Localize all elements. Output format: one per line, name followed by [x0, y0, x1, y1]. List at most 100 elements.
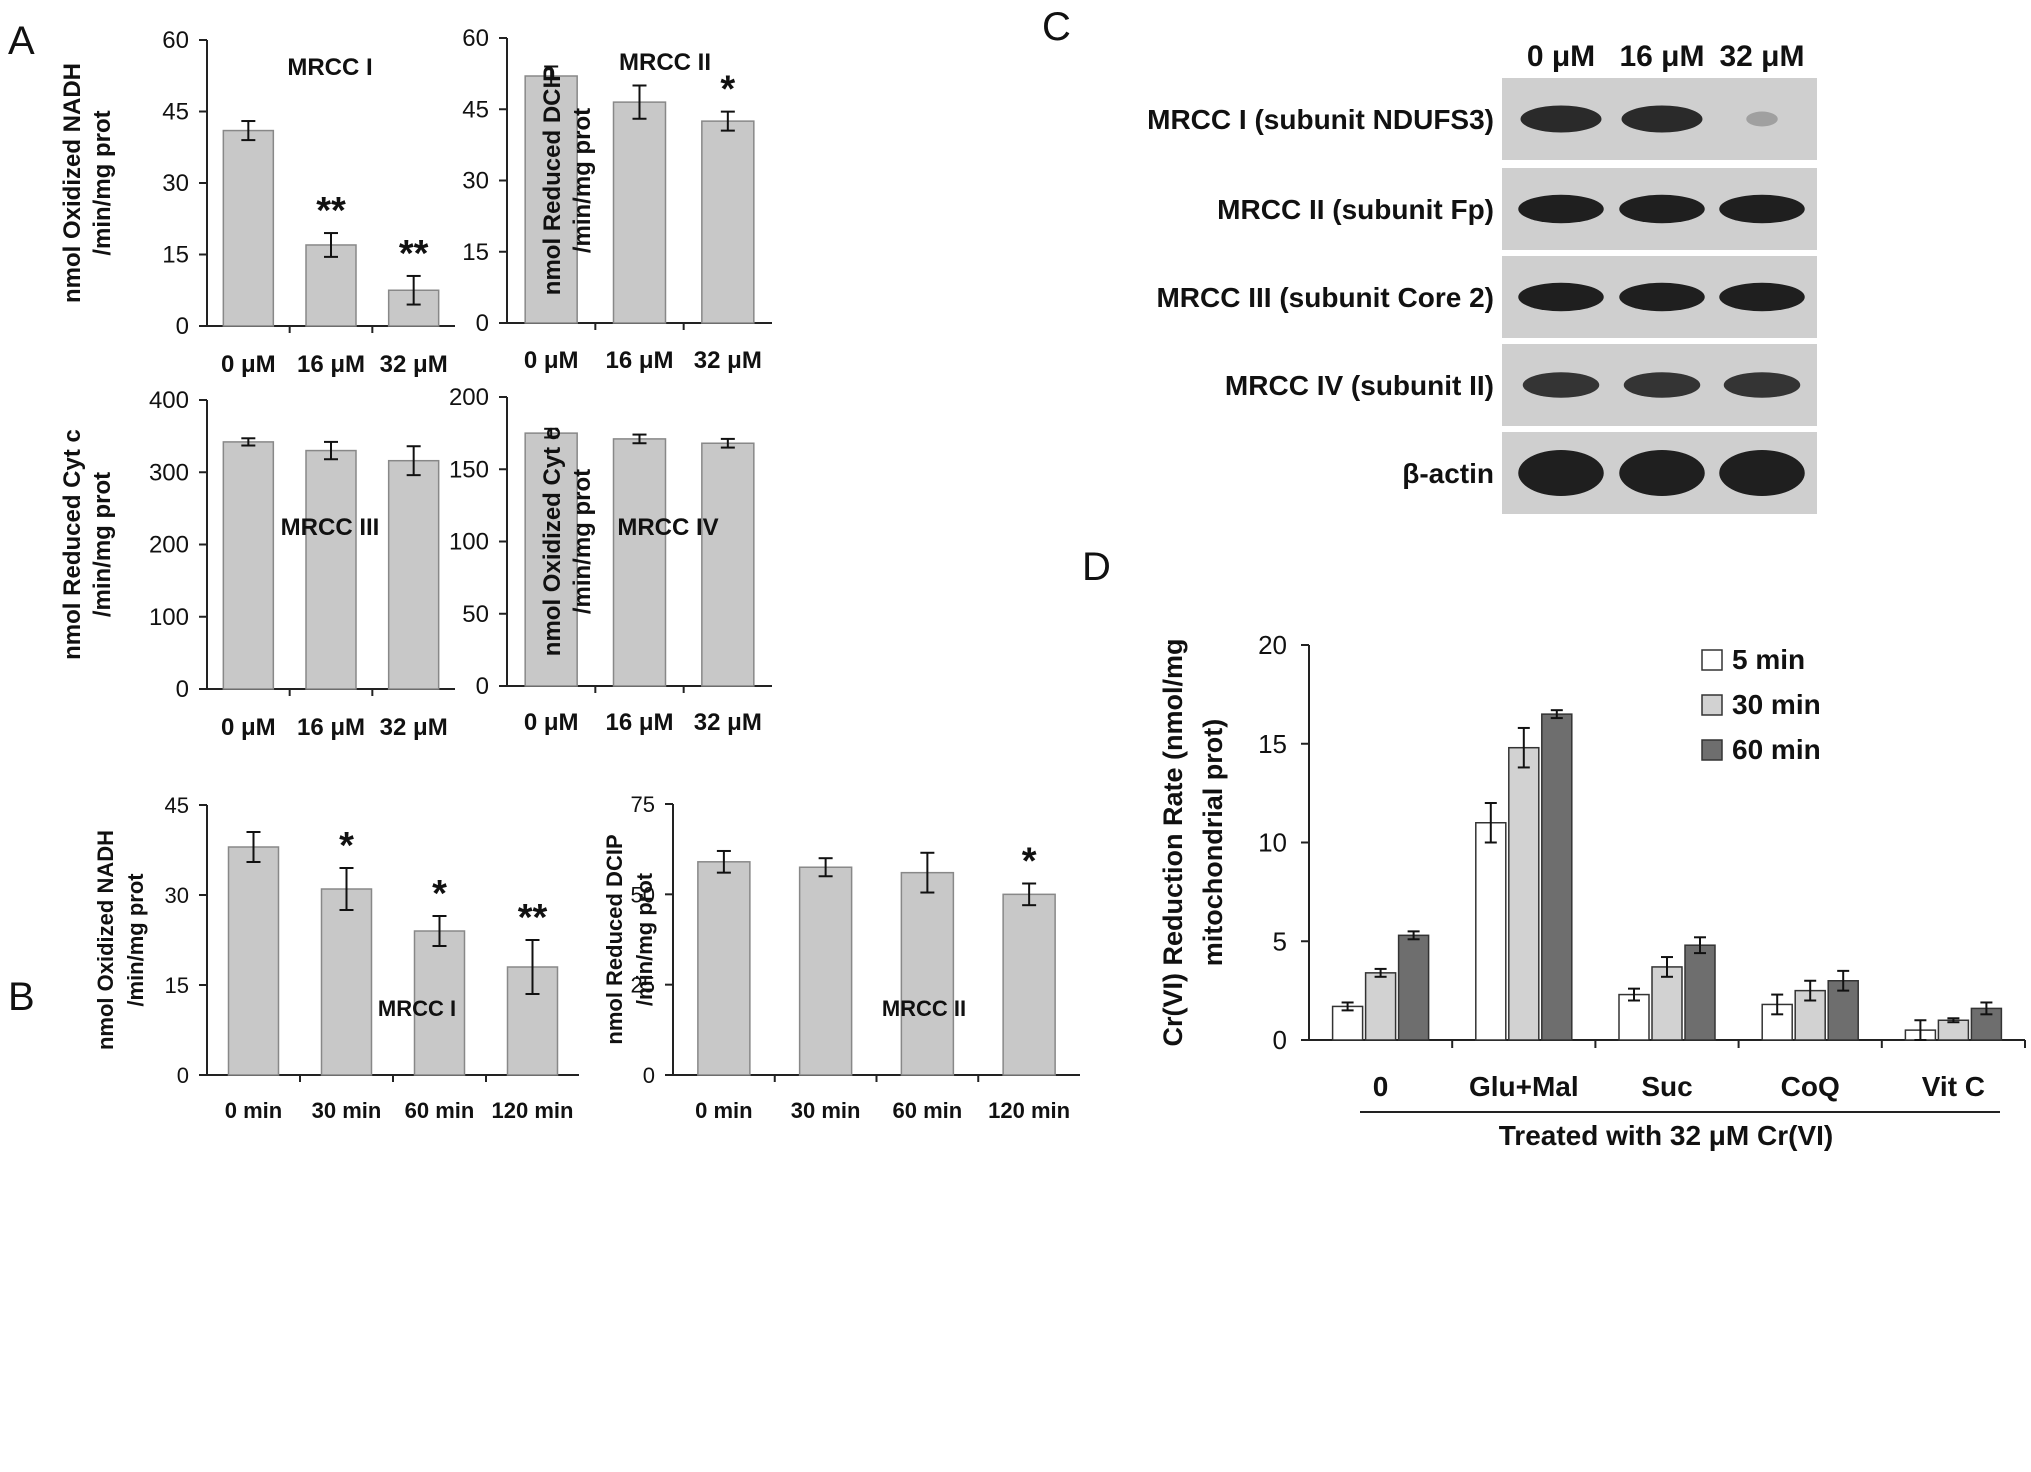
y-axis-label: nmol Oxidized Cyt c [539, 427, 566, 656]
y-tick-label: 20 [1258, 630, 1287, 660]
chart-a-mrcc-ii: 0 15 30 45 60 0 μM 16 μM * 32 μM MRCC II nmol Redu… [462, 25, 772, 374]
y-tick-label: 50 [631, 882, 655, 907]
y-tick-label: 100 [149, 604, 189, 631]
x-tick-label: 0 μM [524, 347, 579, 374]
x-tick-label: 60 min [405, 1098, 475, 1123]
blot-row-label: MRCC III (subunit Core 2) [1156, 282, 1494, 313]
legend-label: 30 min [1732, 689, 1821, 720]
chart-title: MRCC III [281, 514, 380, 541]
bar-60-min [1541, 713, 1573, 1041]
bar [227, 846, 280, 1076]
western-blot-panel: 0 μM 16 μM 32 μM MRCC I (subunit NDUFS3) MRC… [1147, 40, 1817, 514]
protein-band [1719, 282, 1805, 312]
panel-label-c: C [1042, 5, 1071, 49]
significance-marker: ** [399, 233, 429, 275]
protein-band [1619, 194, 1705, 224]
protein-band [1518, 450, 1604, 496]
protein-band [1619, 282, 1705, 312]
y-tick-label: 0 [476, 310, 489, 337]
bar-30-min [1508, 746, 1540, 1041]
bar [305, 244, 357, 327]
bar [612, 438, 667, 687]
bar [701, 442, 755, 687]
chart-a-mrcc-iii: 0 100 200 300 400 0 μM 16 μM 32 μM MRCC III nmol … [59, 387, 455, 741]
x-tick-label: 32 μM [694, 347, 762, 374]
y-axis-label: mitochondrial prot) [1198, 719, 1228, 966]
x-tick-label: 16 μM [605, 709, 673, 736]
x-tick-label: 0 min [695, 1098, 752, 1123]
y-tick-label: 400 [149, 387, 189, 414]
bar-30-min [1651, 966, 1683, 1041]
protein-band [1621, 105, 1703, 133]
y-axis-label: nmol Reduced DCIP [602, 834, 627, 1044]
significance-marker: * [1022, 840, 1037, 882]
bar-60-min [1684, 944, 1716, 1041]
panel-label-b: B [8, 975, 35, 1019]
y-axis-label: Cr(VI) Reduction Rate (nmol/mg [1158, 638, 1188, 1046]
y-tick-label: 0 [176, 676, 189, 703]
x-axis-label: Treated with 32 μM Cr(VI) [1499, 1120, 1834, 1151]
y-axis-label: /min/mg prot [89, 472, 116, 617]
chart-title: MRCC II [882, 996, 966, 1021]
y-tick-label: 0 [643, 1063, 655, 1088]
y-tick-label: 15 [462, 239, 489, 266]
x-tick-label: 0 μM [221, 351, 276, 378]
y-tick-label: 15 [165, 973, 189, 998]
bar-60-min [1397, 934, 1430, 1041]
y-axis-label: nmol Reduced DCIP [539, 66, 566, 295]
x-tick-label: Vit C [1922, 1071, 1985, 1102]
bar [1002, 893, 1056, 1076]
bar [413, 930, 466, 1076]
bar-30-min [1364, 972, 1397, 1041]
protein-band [1518, 282, 1604, 312]
x-tick-label: 0 μM [221, 714, 276, 741]
chart-title: MRCC II [619, 49, 711, 76]
blot-row-label: MRCC II (subunit Fp) [1217, 194, 1494, 225]
y-tick-label: 15 [1258, 729, 1287, 759]
chart-a-mrcc-i: 0 15 30 45 60 0 μM ** 16 μM ** 32 μM MRCC I nmol Ox… [59, 27, 455, 378]
legend-swatch [1701, 739, 1723, 761]
x-tick-label: Glu+Mal [1469, 1071, 1579, 1102]
panel-label-d: D [1082, 545, 1111, 589]
significance-marker: ** [518, 897, 548, 939]
bar [387, 459, 440, 690]
legend-label: 60 min [1732, 734, 1821, 765]
chart-b-mrcc-ii: 0 25 50 75 0 min 30 min 60 min * 120 min MRCC II n… [602, 792, 1080, 1123]
chart-a-mrcc-iv: 0 50 100 150 200 0 μM 16 μM 32 μM MRCC IV nmol Ox… [449, 384, 772, 736]
y-axis-label: nmol Oxidized NADH [93, 830, 118, 1050]
y-axis-label: nmol Reduced Cyt c [59, 429, 86, 660]
chart-title: MRCC IV [617, 514, 718, 541]
bar [524, 75, 578, 324]
lane-label: 32 μM [1719, 40, 1804, 73]
blot-row-label: MRCC IV (subunit II) [1225, 370, 1494, 401]
y-tick-label: 300 [149, 459, 189, 486]
bar [701, 120, 755, 324]
x-tick-label: 16 μM [297, 714, 365, 741]
bar [305, 449, 357, 690]
legend-swatch [1701, 694, 1723, 716]
y-tick-label: 25 [631, 973, 655, 998]
bar [900, 871, 955, 1076]
y-tick-label: 45 [165, 793, 189, 818]
protein-band [1719, 450, 1805, 496]
y-tick-label: 30 [462, 168, 489, 195]
legend-label: 5 min [1732, 644, 1805, 675]
y-tick-label: 100 [449, 529, 489, 556]
x-tick-label: 32 μM [380, 351, 448, 378]
bar [222, 129, 275, 327]
bar-5-min [1618, 993, 1650, 1041]
y-axis-label: /min/mg prot [569, 469, 596, 614]
bar-5-min [1475, 822, 1507, 1041]
x-tick-label: 120 min [492, 1098, 574, 1123]
bar-5-min [1331, 1005, 1364, 1041]
chart-d-cr-reduction: 0 5 10 15 20 0 Glu+Mal Suc CoQ Vit C Treated with … [1158, 630, 2026, 1151]
chart-b-mrcc-i: 0 15 30 45 0 min * 30 min * 60 min ** 120 min MRCC … [93, 793, 579, 1123]
y-tick-label: 0 [177, 1063, 189, 1088]
x-tick-label: Suc [1641, 1071, 1692, 1102]
protein-band [1619, 450, 1705, 496]
blot-row-label: MRCC I (subunit NDUFS3) [1147, 104, 1494, 135]
x-tick-label: 32 μM [694, 709, 762, 736]
lane-label: 0 μM [1527, 40, 1595, 73]
protein-band [1623, 372, 1701, 398]
